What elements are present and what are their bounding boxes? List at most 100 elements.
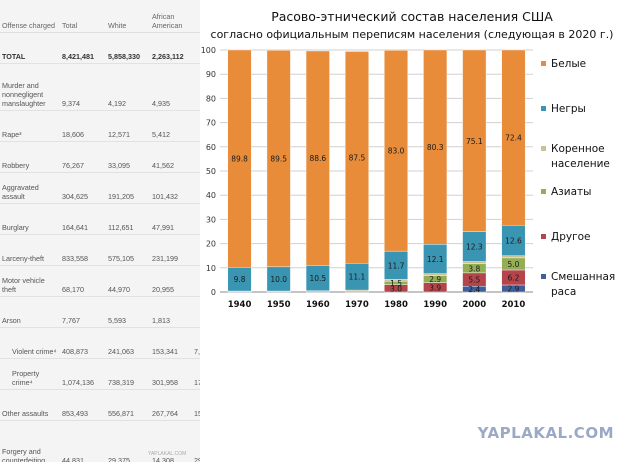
header-total: Total: [60, 0, 106, 33]
x-tick-label: 1950: [267, 300, 291, 310]
bar-segment: [384, 50, 409, 252]
bar-segment: [462, 49, 487, 232]
bar-value-label: 87.5: [349, 153, 366, 162]
table-row: Property crime⁴1,074,136738,319301,95817…: [0, 358, 200, 390]
bar-value-label: 83.0: [388, 147, 405, 156]
legend-label: Коренное: [551, 143, 605, 155]
x-tick-label: 2010: [502, 300, 526, 310]
offense-table: Offense charged Total White African Amer…: [0, 0, 200, 462]
bar-value-label: 11.7: [388, 261, 405, 270]
y-tick-label: 50: [206, 167, 216, 176]
row-cell: 1,813: [150, 296, 192, 328]
bar-value-label: 3.8: [468, 264, 480, 273]
row-cell: [192, 32, 200, 64]
row-label: TOTAL: [0, 32, 60, 64]
bar-value-label: 1.5: [390, 279, 402, 288]
y-tick-label: 80: [206, 94, 216, 103]
legend-label: население: [551, 158, 610, 170]
bar-value-label: 12.6: [505, 236, 522, 245]
bar-segment: [345, 289, 369, 293]
y-tick-label: 70: [206, 119, 216, 128]
y-tick-labels: 0 10 20 30 40 50 60 70 80 90 100: [201, 46, 216, 297]
legend: Белые Негры Коренное население Азиаты Другое С…: [541, 58, 615, 298]
table-body: TOTAL 8,421,481 5,858,330 2,263,112 Murder a…: [0, 32, 200, 462]
row-label: Arson: [0, 296, 60, 328]
row-cell: 8,421,481: [60, 32, 106, 64]
legend-label: Смешанная: [551, 271, 615, 283]
row-cell: [192, 141, 200, 173]
row-cell: [192, 172, 200, 204]
row-cell: [192, 203, 200, 235]
row-cell: 408,873: [60, 327, 106, 359]
row-cell: [192, 63, 200, 111]
header-african-american: African American: [150, 0, 192, 33]
bar-segment: [227, 49, 252, 268]
row-cell: 33,095: [106, 141, 150, 173]
row-cell: 267,764: [150, 389, 192, 421]
row-label: Violent crime⁴: [0, 327, 60, 359]
bar-segment: [501, 255, 526, 259]
legend-label: Белые: [551, 58, 586, 70]
bar-value-label: 3.9: [429, 283, 441, 292]
y-tick-label: 20: [206, 240, 216, 249]
row-label: Murder and nonnegligent manslaughter: [0, 63, 60, 111]
bar-value-label: 10.0: [270, 275, 287, 284]
row-label: Aggravated assault: [0, 172, 60, 204]
row-cell: 41,562: [150, 141, 192, 173]
row-cell: 5,593: [106, 296, 150, 328]
bar-value-label: 75.1: [466, 137, 483, 146]
x-tick-label: 1970: [345, 300, 369, 310]
row-cell: 5,858,330: [106, 32, 150, 64]
row-cell: 7,37: [192, 327, 200, 359]
bar-value-label: 5.0: [507, 260, 519, 269]
bar-value-label: 6.2: [507, 273, 519, 282]
legend-label: Другое: [551, 231, 590, 243]
legend-swatch: [541, 274, 546, 279]
row-label: Burglary: [0, 203, 60, 235]
bar-segment: [423, 49, 448, 245]
row-label: Other assaults: [0, 389, 60, 421]
bar-labels: 9.8 89.8 10.0 89.5 10.5 88.6 11.1 87.5 3.01.5 11.…: [231, 134, 522, 294]
x-tick-label: 1980: [384, 300, 408, 310]
bar-value-label: 89.8: [231, 155, 248, 164]
bar-value-label: 12.3: [466, 243, 483, 252]
bar-value-label: 88.6: [309, 154, 326, 163]
header-white: White: [106, 0, 150, 33]
legend-swatch: [541, 189, 546, 194]
table-row: Aggravated assault 304,625 191,205 101,432: [0, 172, 200, 204]
bar-value-label: 2.4: [468, 285, 480, 294]
row-cell: [192, 296, 200, 328]
row-cell: 4,192: [106, 63, 150, 111]
row-cell: 4,935: [150, 63, 192, 111]
row-cell: 2,263,112: [150, 32, 192, 64]
row-cell: 153,341: [150, 327, 192, 359]
row-cell: 18,606: [60, 110, 106, 142]
chart-title: Расово-этнический состав населения США: [271, 9, 553, 24]
header-extra: [192, 0, 200, 33]
bar-value-label: 89.5: [270, 155, 287, 164]
bar-value-label: 2.9: [507, 284, 519, 293]
y-tick-label: 40: [206, 191, 216, 200]
bar-value-label: 5.5: [468, 276, 480, 285]
row-label: Property crime⁴: [0, 358, 60, 390]
row-cell: 101,432: [150, 172, 192, 204]
header-offense: Offense charged: [0, 0, 60, 33]
watermark: YAPLAKAL.COM: [477, 424, 614, 442]
row-label: Larceny-theft: [0, 234, 60, 266]
row-cell: 241,063: [106, 327, 150, 359]
row-label: Robbery: [0, 141, 60, 173]
bar-value-label: 10.5: [309, 274, 326, 283]
row-cell: 29,375: [106, 420, 150, 462]
row-cell: 738,319: [106, 358, 150, 390]
y-tick-label: 30: [206, 215, 216, 224]
row-cell: 5,412: [150, 110, 192, 142]
legend-swatch: [541, 61, 546, 66]
row-label: Motor vehicle theft: [0, 265, 60, 297]
row-cell: 1,074,136: [60, 358, 106, 390]
row-cell: 833,558: [60, 234, 106, 266]
row-cell: 17,7: [192, 358, 200, 390]
table-row: Forgery and counterfeiting 44,831 29,375 14…: [0, 420, 200, 462]
row-cell: 76,267: [60, 141, 106, 173]
row-label: Rape³: [0, 110, 60, 142]
y-tick-label: 0: [211, 288, 216, 297]
